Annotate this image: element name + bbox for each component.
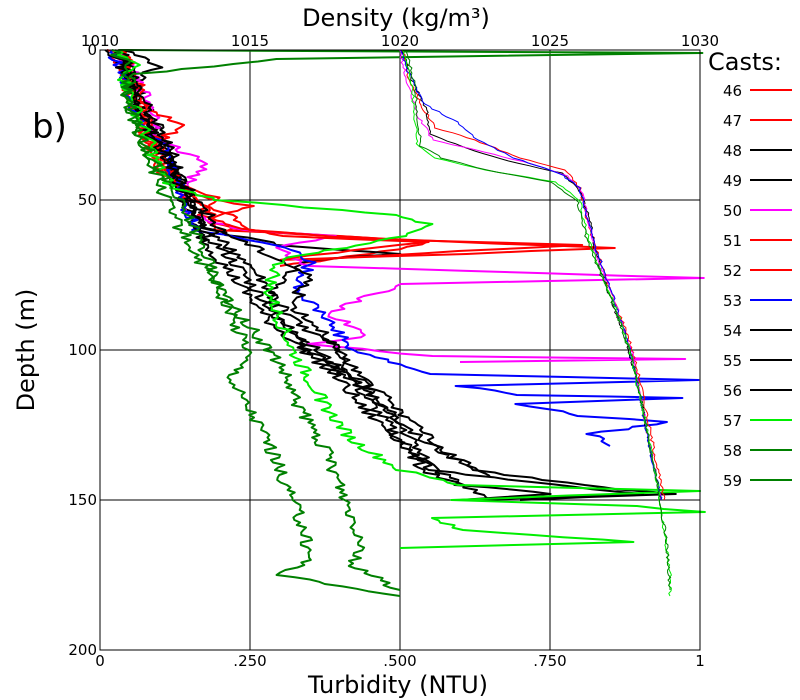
top-tick-label-1030: 1030 bbox=[681, 32, 719, 50]
legend-label-48: 48 bbox=[723, 142, 742, 160]
turbidity-line-cast-59 bbox=[118, 49, 704, 591]
turbidity-line-cast-55 bbox=[104, 49, 677, 501]
top-tick-label-1025: 1025 bbox=[531, 32, 569, 50]
turbidity-line-cast-48 bbox=[121, 49, 552, 501]
turbidity-line-cast-58 bbox=[110, 49, 401, 597]
legend-label-56: 56 bbox=[723, 382, 742, 400]
y-tick-label-150: 150 bbox=[68, 491, 97, 509]
bottom-tick-label-p750: .750 bbox=[533, 652, 566, 670]
top-tick-label-1015: 1015 bbox=[231, 32, 269, 50]
top-tick-label-1020: 1020 bbox=[381, 32, 419, 50]
turbidity-line-cast-52 bbox=[112, 49, 430, 261]
series-lines bbox=[104, 49, 706, 597]
turbidity-line-cast-49 bbox=[112, 49, 645, 501]
bottom-tick-label-1: 1 bbox=[695, 652, 705, 670]
top-tick-label-1010: 1010 bbox=[81, 32, 119, 50]
panel-label: b) bbox=[32, 107, 67, 147]
density-line-cast-57 bbox=[401, 49, 672, 597]
legend: Casts: 46 47 48 49 50 51 52 53 54 55 56 57 58 59 bbox=[708, 48, 792, 490]
legend-label-59: 59 bbox=[723, 472, 742, 490]
bottom-axis-title: Turbidity (NTU) bbox=[307, 671, 488, 699]
legend-label-55: 55 bbox=[723, 352, 742, 370]
legend-title: Casts: bbox=[708, 48, 782, 76]
bottom-tick-label-p500: .500 bbox=[383, 652, 416, 670]
plot-area-frame bbox=[99, 49, 701, 651]
y-tick-label-0: 0 bbox=[87, 41, 97, 59]
y-axis-title: Depth (m) bbox=[12, 289, 40, 412]
y-tick-label-200: 200 bbox=[68, 641, 97, 659]
legend-label-53: 53 bbox=[723, 292, 742, 310]
density-line-cast-48 bbox=[401, 49, 662, 501]
legend-label-51: 51 bbox=[723, 232, 742, 250]
y-tick-label-100: 100 bbox=[68, 341, 97, 359]
legend-label-50: 50 bbox=[723, 202, 742, 220]
top-axis-title: Density (kg/m³) bbox=[302, 4, 490, 32]
y-tick-label-50: 50 bbox=[78, 191, 97, 209]
turbidity-line-cast-57 bbox=[111, 49, 706, 549]
bottom-tick-label-p250: .250 bbox=[233, 652, 266, 670]
legend-label-49: 49 bbox=[723, 172, 742, 190]
legend-label-52: 52 bbox=[723, 262, 742, 280]
legend-label-46: 46 bbox=[723, 82, 742, 100]
legend-label-47: 47 bbox=[723, 112, 742, 130]
density-line-cast-58 bbox=[406, 49, 672, 590]
grid-lines bbox=[99, 49, 701, 651]
legend-label-57: 57 bbox=[723, 412, 742, 430]
bottom-tick-label-0: 0 bbox=[95, 652, 105, 670]
legend-label-54: 54 bbox=[723, 322, 742, 340]
legend-label-58: 58 bbox=[723, 442, 742, 460]
density-line-cast-53 bbox=[400, 49, 663, 501]
tick-labels: 1010 1015 1020 1025 1030 0 .250 .500 .750 1 0 50 100… bbox=[68, 32, 719, 670]
